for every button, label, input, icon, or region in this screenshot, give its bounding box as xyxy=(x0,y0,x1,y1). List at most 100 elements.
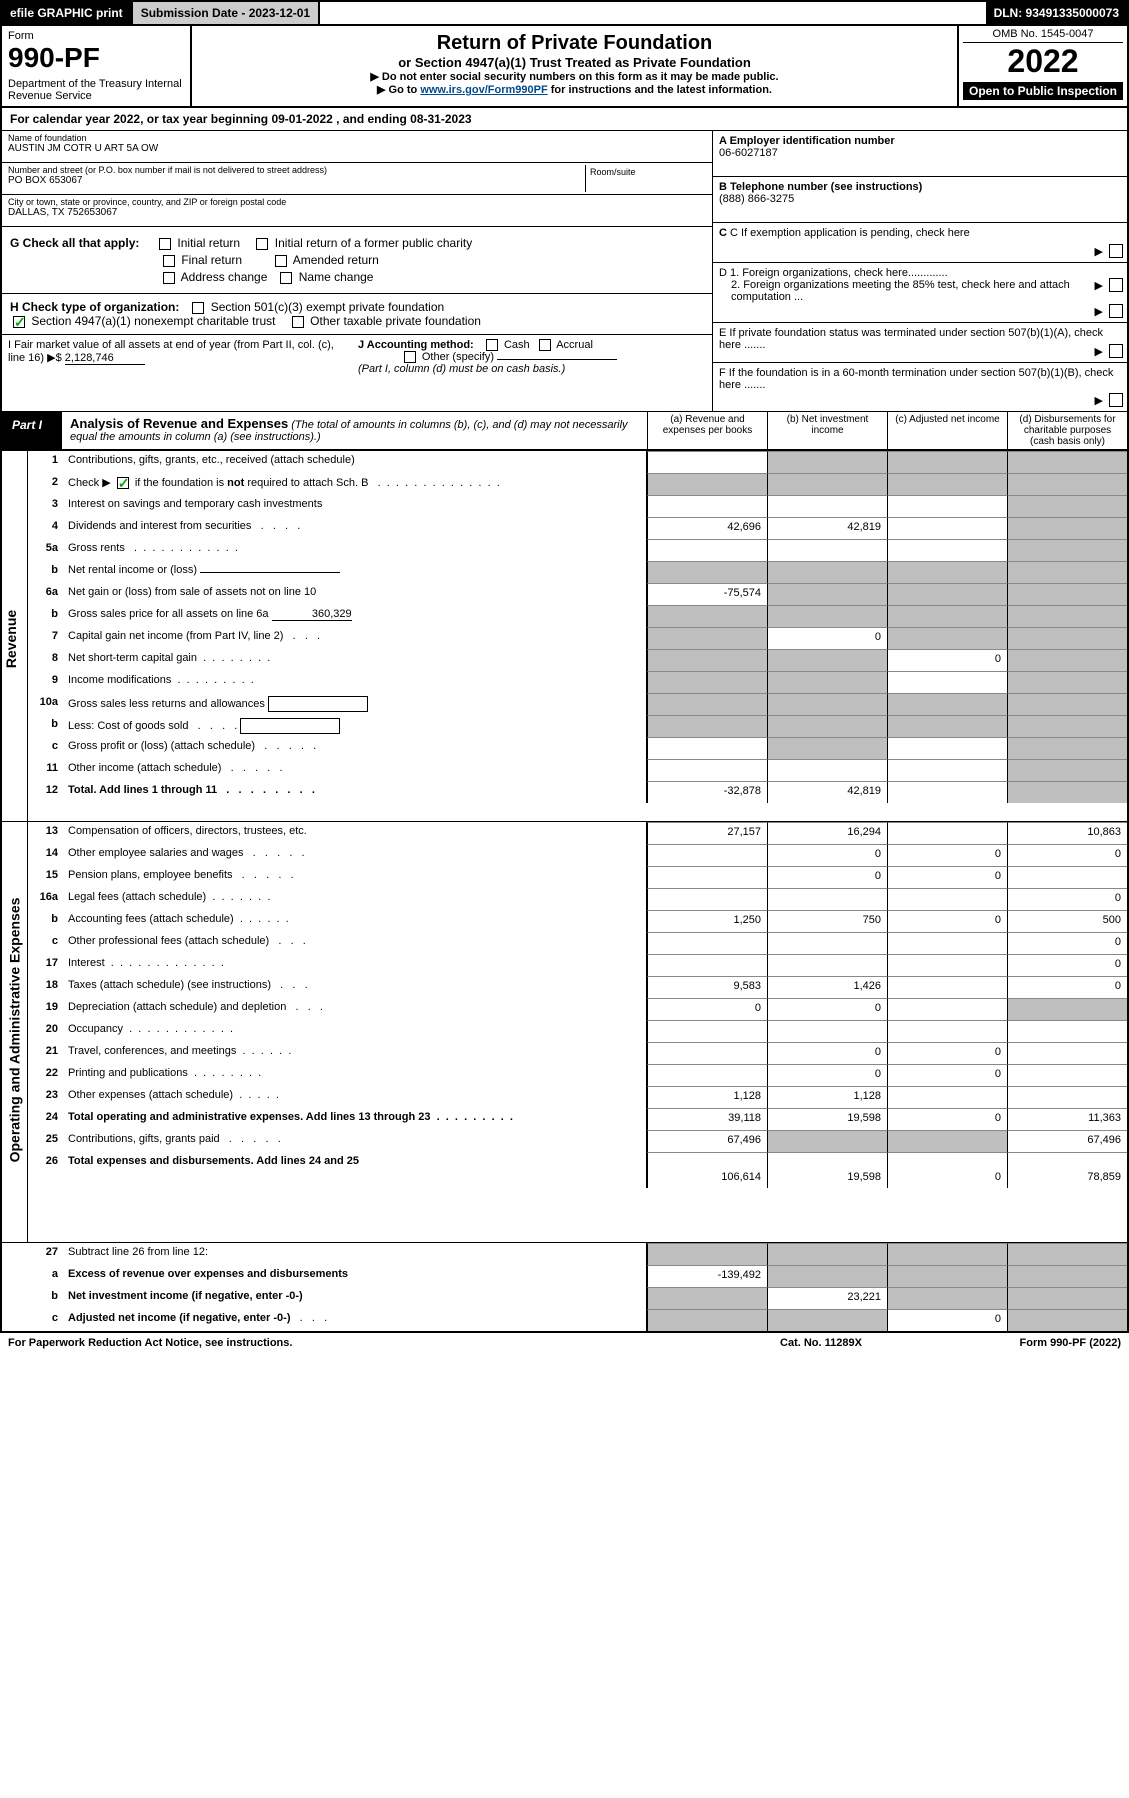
l21-desc: Travel, conferences, and meetings . . . … xyxy=(64,1042,647,1064)
line-23: 23Other expenses (attach schedule) . . .… xyxy=(28,1086,1127,1108)
cb-c[interactable] xyxy=(1109,244,1123,258)
l9-desc: Income modifications . . . . . . . . . xyxy=(64,671,647,693)
h-section: H Check type of organization: Section 50… xyxy=(2,294,712,335)
opt-other-tax: Other taxable private foundation xyxy=(310,314,481,328)
col-a-head: (a) Revenue and expenses per books xyxy=(647,412,767,449)
city-label: City or town, state or province, country… xyxy=(8,197,706,207)
line-4: 4Dividends and interest from securities … xyxy=(28,517,1127,539)
l10b-desc: Less: Cost of goods sold . . . . xyxy=(64,715,647,737)
cb-other-spec[interactable] xyxy=(404,351,416,363)
opt-other: Other (specify) xyxy=(422,351,494,363)
l16c-desc: Other professional fees (attach schedule… xyxy=(64,932,647,954)
d-section: D 1. Foreign organizations, check here..… xyxy=(713,263,1127,323)
tax-year: 2022 xyxy=(963,43,1123,80)
l12-desc: Total. Add lines 1 through 11 . . . . . … xyxy=(64,781,647,803)
cb-4947[interactable] xyxy=(13,316,25,328)
cb-name-change[interactable] xyxy=(280,272,292,284)
cb-cash[interactable] xyxy=(486,339,498,351)
l4-desc: Dividends and interest from securities .… xyxy=(64,517,647,539)
part1-header: Part I Analysis of Revenue and Expenses … xyxy=(0,411,1129,451)
note-1: ▶ Do not enter social security numbers o… xyxy=(202,70,947,83)
line-27c: cAdjusted net income (if negative, enter… xyxy=(2,1309,1127,1331)
d1-label: D 1. Foreign organizations, check here..… xyxy=(719,267,948,279)
j-label: J Accounting method: xyxy=(358,339,474,351)
cb-f[interactable] xyxy=(1109,393,1123,407)
opt-former: Initial return of a former public charit… xyxy=(275,236,472,250)
line-15: 15Pension plans, employee benefits . . .… xyxy=(28,866,1127,888)
cb-initial-return[interactable] xyxy=(159,238,171,250)
addr-label: Number and street (or P.O. box number if… xyxy=(8,165,585,175)
f-label: F If the foundation is in a 60-month ter… xyxy=(719,367,1113,391)
line-1: 1Contributions, gifts, grants, etc., rec… xyxy=(28,451,1127,473)
form-number: 990-PF xyxy=(8,42,184,74)
ein: 06-6027187 xyxy=(719,147,778,159)
cb-d1[interactable] xyxy=(1109,278,1123,292)
line-14: 14Other employee salaries and wages . . … xyxy=(28,844,1127,866)
opt-accrual: Accrual xyxy=(556,339,593,351)
i-label: I Fair market value of all assets at end… xyxy=(8,339,334,364)
opt-4947: Section 4947(a)(1) nonexempt charitable … xyxy=(31,314,275,328)
opt-initial: Initial return xyxy=(177,236,240,250)
line-12: 12Total. Add lines 1 through 11 . . . . … xyxy=(28,781,1127,803)
cb-address-change[interactable] xyxy=(163,272,175,284)
l24-desc: Total operating and administrative expen… xyxy=(64,1108,647,1130)
city-row: City or town, state or province, country… xyxy=(2,195,712,227)
phone: (888) 866-3275 xyxy=(719,193,794,205)
line-10b: bLess: Cost of goods sold . . . . xyxy=(28,715,1127,737)
room-label: Room/suite xyxy=(590,167,702,177)
footer-right: Form 990-PF (2022) xyxy=(921,1337,1121,1349)
opt-addr-change: Address change xyxy=(181,270,268,284)
l1-desc: Contributions, gifts, grants, etc., rece… xyxy=(64,451,647,473)
line-27: 27Subtract line 26 from line 12: xyxy=(2,1243,1127,1265)
irs-link[interactable]: www.irs.gov/Form990PF xyxy=(420,84,547,96)
l6a-desc: Net gain or (loss) from sale of assets n… xyxy=(64,583,647,605)
footer-left: For Paperwork Reduction Act Notice, see … xyxy=(8,1337,721,1349)
omb-number: OMB No. 1545-0047 xyxy=(963,28,1123,43)
cb-501c3[interactable] xyxy=(192,302,204,314)
l26-desc: Total expenses and disbursements. Add li… xyxy=(64,1152,647,1188)
cb-initial-former[interactable] xyxy=(256,238,268,250)
cb-d2[interactable] xyxy=(1109,304,1123,318)
efile-label[interactable]: efile GRAPHIC print xyxy=(2,2,133,24)
address: PO BOX 653067 xyxy=(8,175,585,186)
g-section: G Check all that apply: Initial return I… xyxy=(2,227,712,294)
cb-amended[interactable] xyxy=(275,255,287,267)
col-c-head: (c) Adjusted net income xyxy=(887,412,1007,449)
open-inspection: Open to Public Inspection xyxy=(963,82,1123,100)
cb-accrual[interactable] xyxy=(539,339,551,351)
l27-desc: Subtract line 26 from line 12: xyxy=(64,1243,647,1265)
cb-other-tax[interactable] xyxy=(292,316,304,328)
line-27b: bNet investment income (if negative, ent… xyxy=(2,1287,1127,1309)
line-13: 13Compensation of officers, directors, t… xyxy=(28,822,1127,844)
col-d-head: (d) Disbursements for charitable purpose… xyxy=(1007,412,1127,449)
line-8: 8Net short-term capital gain . . . . . .… xyxy=(28,649,1127,671)
g-label: G Check all that apply: xyxy=(10,236,139,250)
line-25: 25Contributions, gifts, grants paid . . … xyxy=(28,1130,1127,1152)
info-grid: Name of foundation AUSTIN JM COTR U ART … xyxy=(0,131,1129,411)
footer: For Paperwork Reduction Act Notice, see … xyxy=(0,1333,1129,1353)
b-label: B Telephone number (see instructions) xyxy=(719,181,922,193)
line-10c: cGross profit or (loss) (attach schedule… xyxy=(28,737,1127,759)
cb-sch-b[interactable] xyxy=(117,477,129,489)
l5b-desc: Net rental income or (loss) xyxy=(64,561,647,583)
info-left: Name of foundation AUSTIN JM COTR U ART … xyxy=(2,131,712,411)
line-16a: 16aLegal fees (attach schedule) . . . . … xyxy=(28,888,1127,910)
line-27a: aExcess of revenue over expenses and dis… xyxy=(2,1265,1127,1287)
line-3: 3Interest on savings and temporary cash … xyxy=(28,495,1127,517)
l19-desc: Depreciation (attach schedule) and deple… xyxy=(64,998,647,1020)
l5a-desc: Gross rents . . . . . . . . . . . . xyxy=(64,539,647,561)
triangle-icon: ▶ xyxy=(1095,279,1103,292)
cb-final[interactable] xyxy=(163,255,175,267)
revenue-label: Revenue xyxy=(3,610,19,668)
cb-e[interactable] xyxy=(1109,344,1123,358)
note2-post: for instructions and the latest informat… xyxy=(548,84,772,96)
line-21: 21Travel, conferences, and meetings . . … xyxy=(28,1042,1127,1064)
line-22: 22Printing and publications . . . . . . … xyxy=(28,1064,1127,1086)
address-row: Number and street (or P.O. box number if… xyxy=(2,163,712,195)
part1-label: Part I xyxy=(2,412,62,449)
l27b-desc: Net investment income (if negative, ente… xyxy=(64,1287,647,1309)
part1-desc: Analysis of Revenue and Expenses (The to… xyxy=(62,412,647,449)
header-left: Form 990-PF Department of the Treasury I… xyxy=(2,26,192,106)
e-section: E If private foundation status was termi… xyxy=(713,323,1127,363)
l10a-desc: Gross sales less returns and allowances xyxy=(64,693,647,715)
